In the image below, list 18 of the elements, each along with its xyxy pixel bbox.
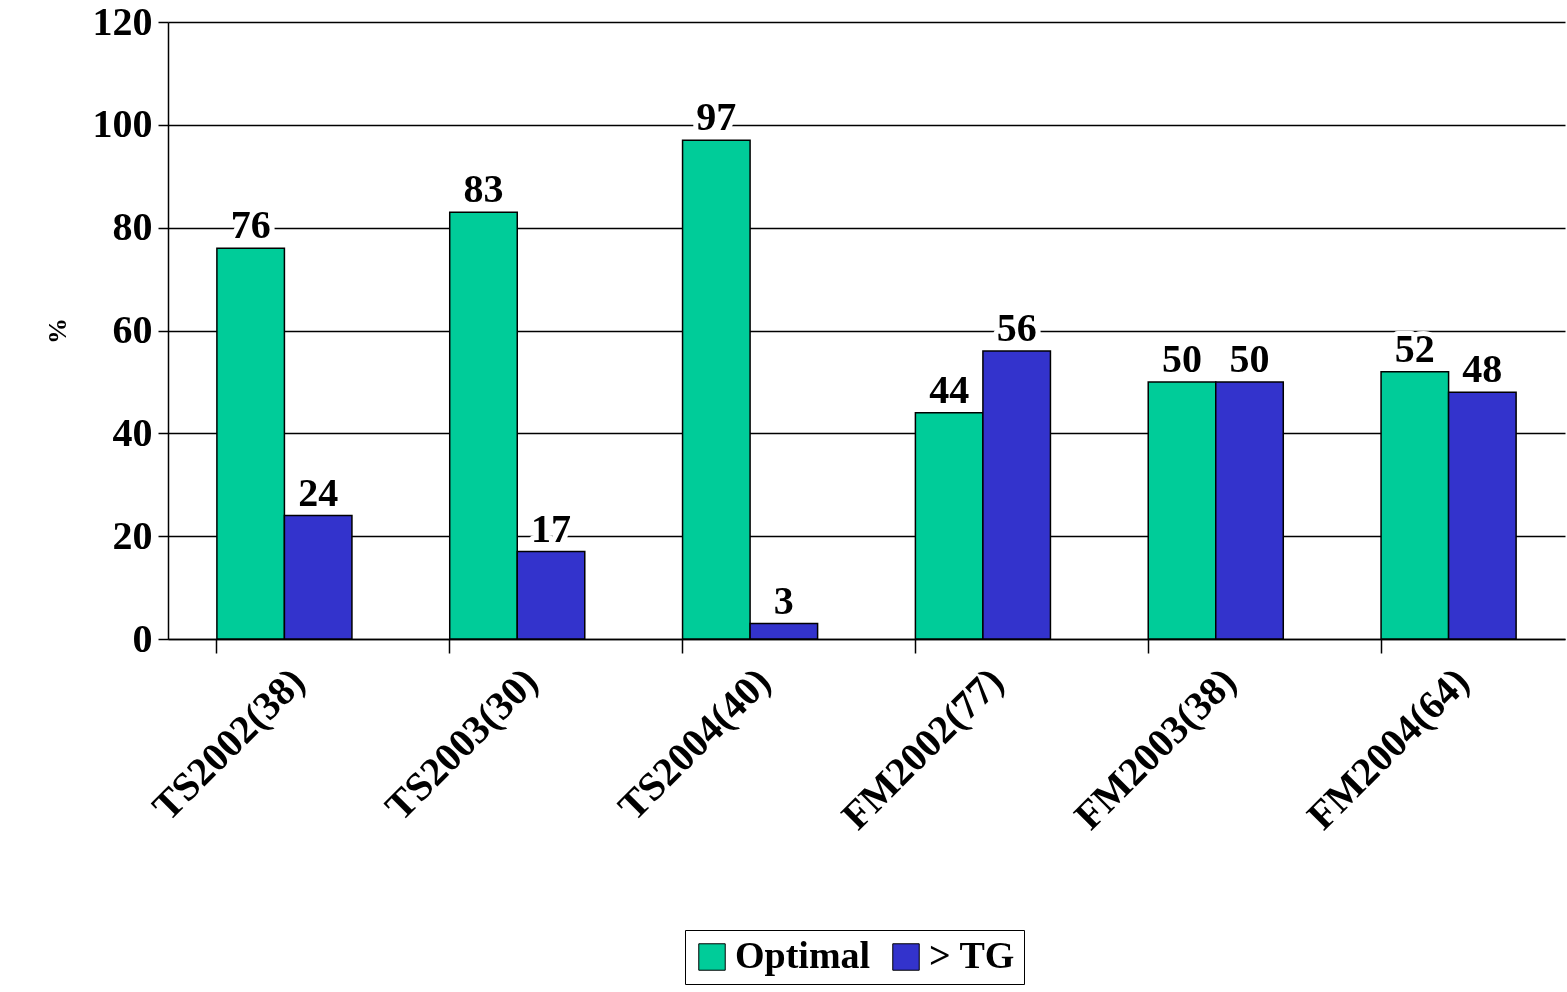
legend-label: > TG [929, 934, 1015, 976]
data-label: 83 [463, 166, 504, 212]
y-tick-label: 20 [112, 512, 153, 558]
y-tick-label: 60 [112, 307, 153, 352]
data-label: 44 [929, 366, 970, 412]
data-label: 3 [773, 577, 794, 623]
y-tick-label: 100 [92, 101, 153, 147]
data-label: 24 [298, 469, 339, 515]
y-tick-label: 80 [112, 204, 153, 250]
data-label: 50 [1229, 335, 1270, 381]
y-axis-title: % [42, 318, 72, 344]
data-label: 50 [1161, 335, 1202, 381]
y-tick-label: 40 [112, 409, 153, 455]
legend-label: Optimal [735, 934, 871, 976]
data-label: 52 [1394, 325, 1435, 371]
data-label: 48 [1462, 346, 1503, 392]
y-tick-label: 120 [92, 0, 153, 44]
y-tick-label: 0 [132, 615, 153, 661]
